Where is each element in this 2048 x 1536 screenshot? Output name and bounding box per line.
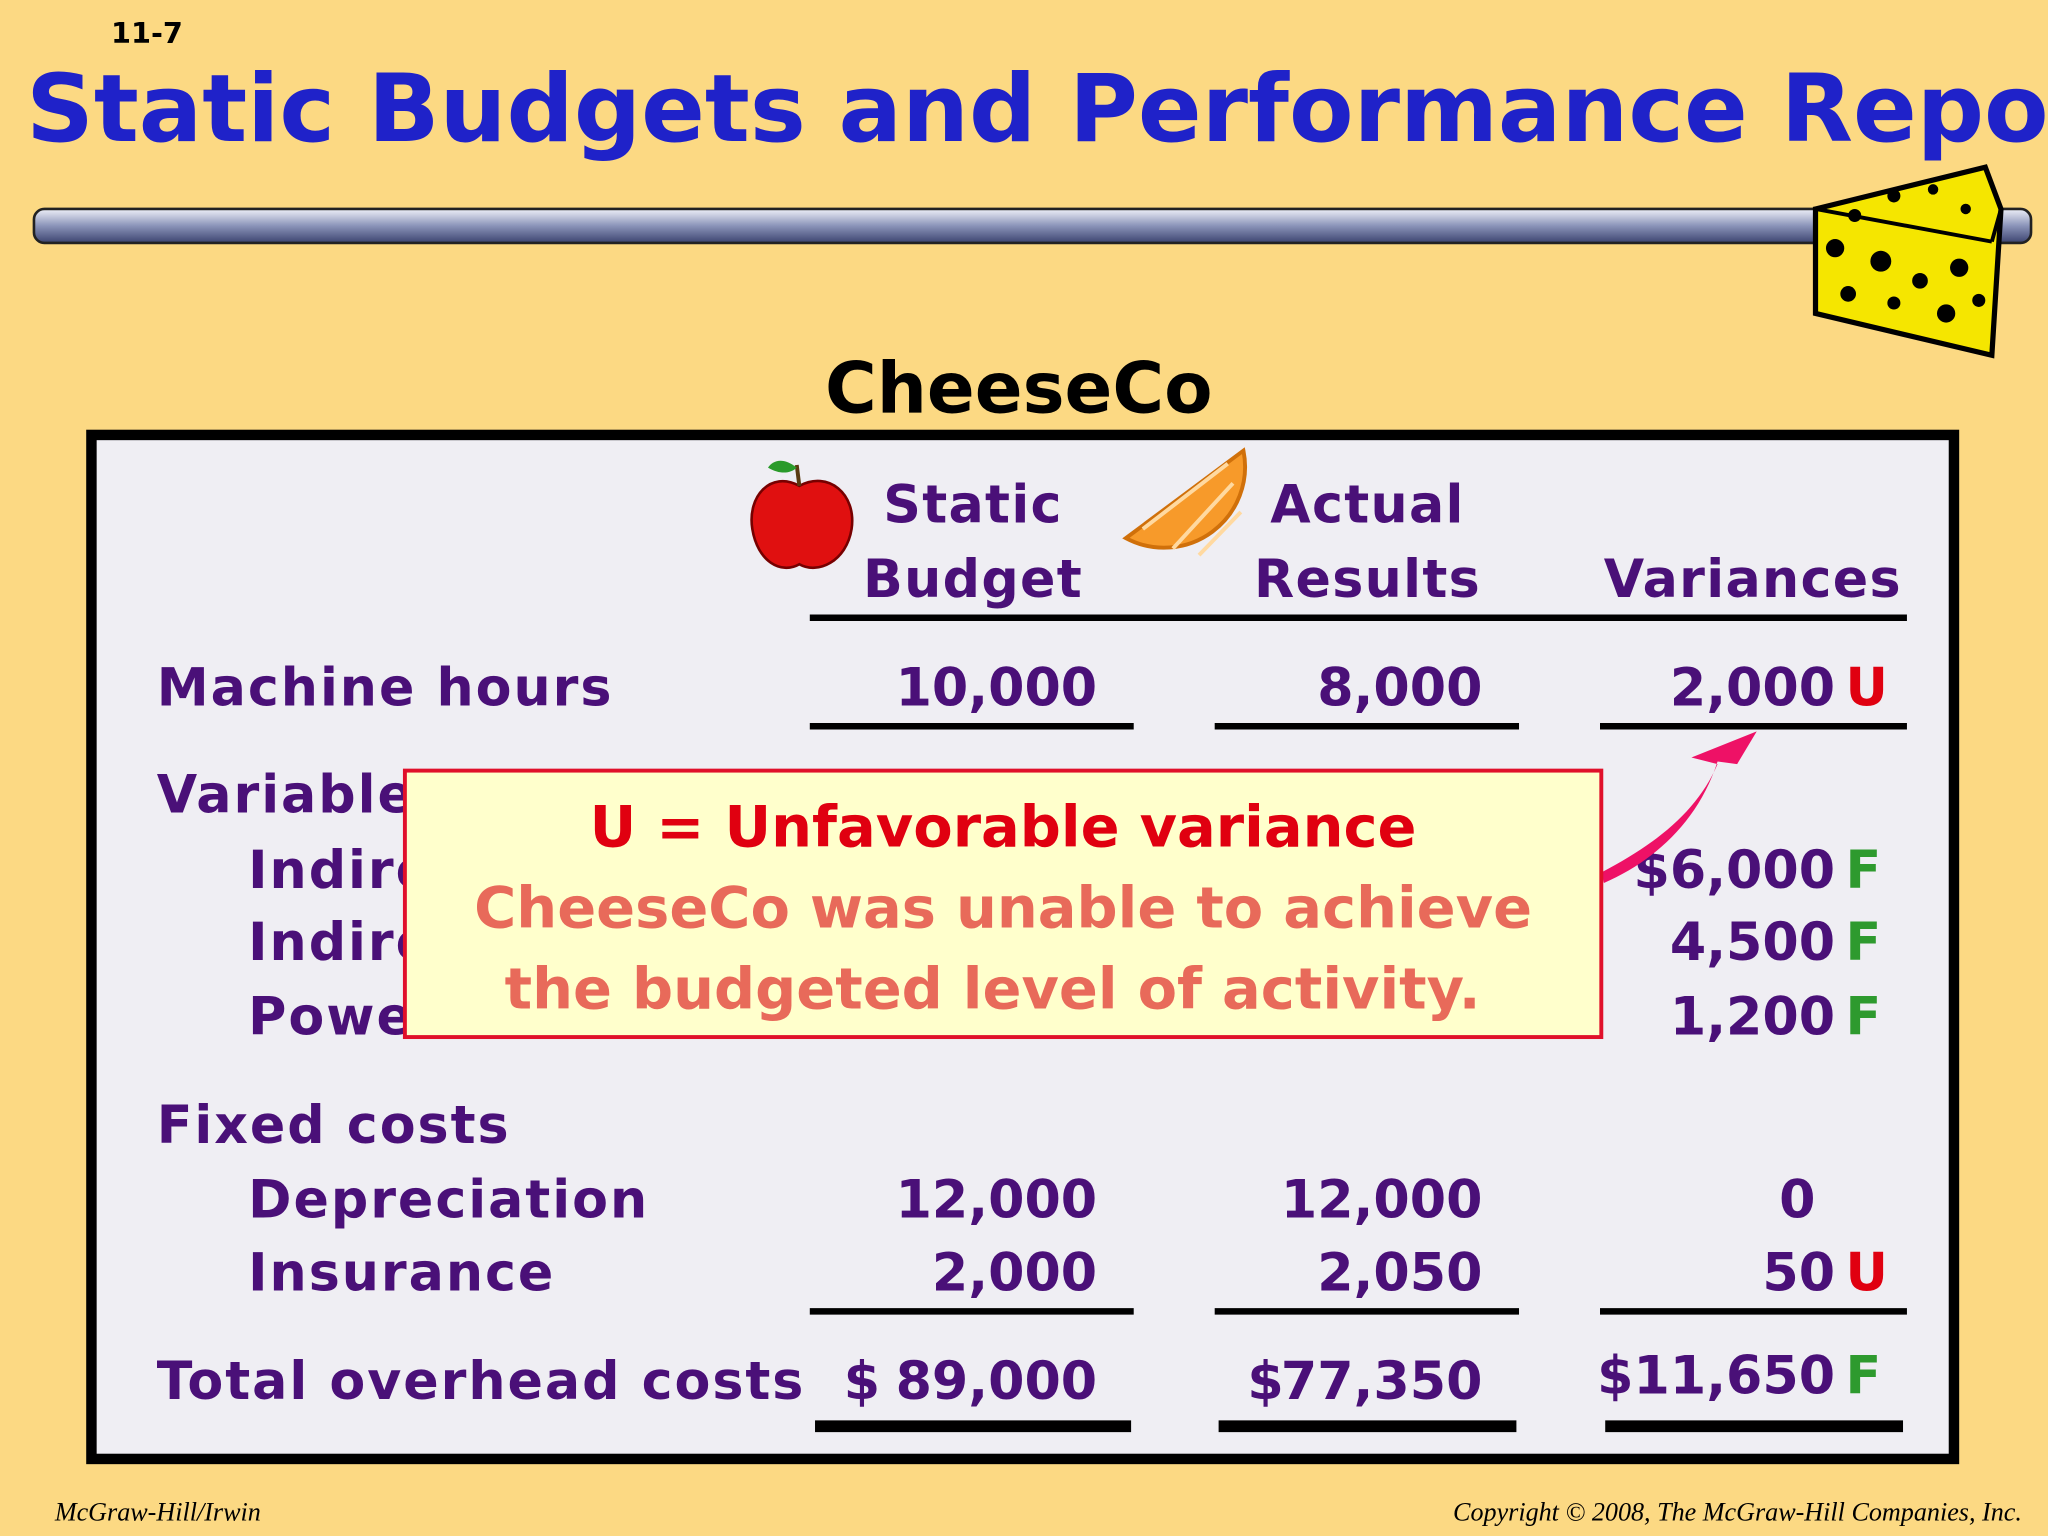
static-value: 2,000 bbox=[932, 1243, 1097, 1303]
variance-value: $6,000 bbox=[1634, 841, 1836, 901]
static-value: 10,000 bbox=[896, 658, 1098, 718]
row-label: Indire bbox=[248, 841, 433, 901]
variance-flag: F bbox=[1846, 1347, 1882, 1407]
company-name: CheeseCo bbox=[825, 348, 1213, 430]
callout-arrow bbox=[1601, 731, 1757, 883]
variance-value: $11,650 bbox=[1597, 1347, 1835, 1407]
actual-value: 8,000 bbox=[1317, 658, 1482, 718]
variance-value: 1,200 bbox=[1670, 987, 1835, 1047]
callout-heading: U = Unfavorable variance bbox=[590, 793, 1417, 860]
variance-value: 2,000 bbox=[1670, 658, 1835, 718]
column-header: Static bbox=[883, 475, 1063, 535]
column-header: Variances bbox=[1604, 550, 1902, 610]
row-label: Total overhead costs bbox=[157, 1352, 806, 1412]
footer-right: Copyright © 2008, The McGraw-Hill Compan… bbox=[1453, 1497, 2022, 1526]
variance-value: 4,500 bbox=[1670, 913, 1835, 973]
row-label: Fixed costs bbox=[157, 1096, 511, 1156]
column-header: Results bbox=[1254, 550, 1481, 610]
callout-line: the budgeted level of activity. bbox=[505, 955, 1481, 1022]
actual-value: 2,050 bbox=[1317, 1243, 1482, 1303]
static-value: 89,000 bbox=[896, 1352, 1098, 1412]
column-header: Budget bbox=[863, 550, 1083, 610]
cheese-icon bbox=[1812, 164, 2004, 359]
orange-icon bbox=[1122, 447, 1247, 557]
variance-flag: F bbox=[1846, 841, 1882, 901]
column-header: Actual bbox=[1270, 475, 1465, 535]
variance-flag: U bbox=[1846, 658, 1888, 718]
actual-value: 77,350 bbox=[1281, 1352, 1483, 1412]
actual-value: 12,000 bbox=[1281, 1170, 1483, 1230]
variance-value: 0 bbox=[1779, 1170, 1815, 1230]
callout-box bbox=[402, 768, 1604, 1040]
row-label: Depreciation bbox=[248, 1170, 649, 1230]
divider-bar bbox=[32, 207, 2033, 245]
static-value: 12,000 bbox=[896, 1170, 1098, 1230]
apple-icon bbox=[750, 460, 854, 570]
row-label: Variable bbox=[157, 765, 415, 825]
variance-flag: F bbox=[1846, 987, 1882, 1047]
rules bbox=[809, 722, 1907, 1433]
row-label: Powe bbox=[248, 987, 414, 1047]
variance-value: 50 bbox=[1762, 1243, 1835, 1303]
callout-line: CheeseCo was unable to achieve bbox=[474, 874, 1532, 941]
footer-left: McGraw-Hill/Irwin bbox=[54, 1497, 261, 1526]
currency: $ bbox=[844, 1352, 880, 1412]
currency: $ bbox=[1247, 1352, 1283, 1412]
title: Static Budgets and Performance Reports bbox=[26, 55, 2048, 164]
variance-flag: F bbox=[1846, 913, 1882, 973]
row-label: Machine hours bbox=[157, 658, 614, 718]
variance-flag: U bbox=[1846, 1243, 1888, 1303]
row-label: Insurance bbox=[248, 1243, 555, 1303]
slide-number: 11-7 bbox=[111, 16, 183, 50]
row-label: Indire bbox=[248, 913, 433, 973]
